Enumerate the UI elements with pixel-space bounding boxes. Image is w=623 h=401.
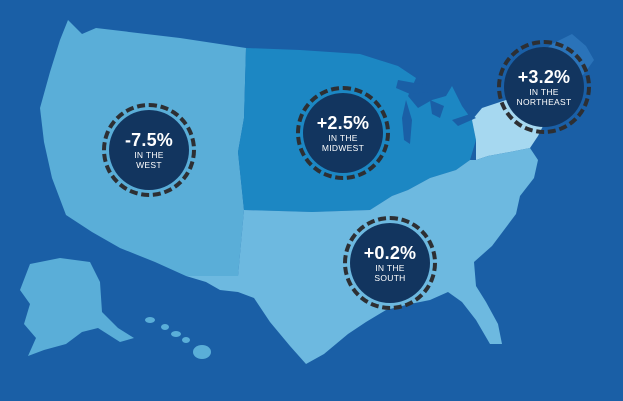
region-alaska bbox=[20, 258, 134, 356]
west-label-line1: IN THE bbox=[134, 150, 164, 160]
midwest-label-line1: IN THE bbox=[328, 133, 358, 143]
badge-midwest: +2.5% IN THE MIDWEST bbox=[296, 86, 390, 180]
badge-ring bbox=[497, 40, 591, 134]
northeast-label-line2: NORTHEAST bbox=[516, 97, 572, 107]
northeast-label-line1: IN THE bbox=[529, 87, 559, 97]
badge-disc: +2.5% IN THE MIDWEST bbox=[303, 93, 383, 173]
northeast-change-value: +3.2% bbox=[517, 67, 571, 87]
badge-ring bbox=[296, 86, 390, 180]
south-change-value: +0.2% bbox=[363, 243, 417, 263]
badge-disc: +3.2% IN THE NORTHEAST bbox=[504, 47, 584, 127]
badge-northeast: +3.2% IN THE NORTHEAST bbox=[497, 40, 591, 134]
region-hawaii bbox=[145, 317, 211, 359]
south-label-line1: IN THE bbox=[375, 263, 405, 273]
badge-south: +0.2% IN THE SOUTH bbox=[343, 216, 437, 310]
badge-ring bbox=[343, 216, 437, 310]
badge-disc: -7.5% IN THE WEST bbox=[109, 110, 189, 190]
west-label-line2: WEST bbox=[136, 160, 162, 170]
south-label-line2: SOUTH bbox=[374, 273, 406, 283]
badge-west: -7.5% IN THE WEST bbox=[102, 103, 196, 197]
midwest-label-line2: MIDWEST bbox=[321, 143, 365, 153]
great-lakes bbox=[396, 80, 476, 144]
badge-ring bbox=[102, 103, 196, 197]
badge-disc: +0.2% IN THE SOUTH bbox=[350, 223, 430, 303]
west-change-value: -7.5% bbox=[124, 130, 174, 150]
midwest-change-value: +2.5% bbox=[316, 113, 370, 133]
